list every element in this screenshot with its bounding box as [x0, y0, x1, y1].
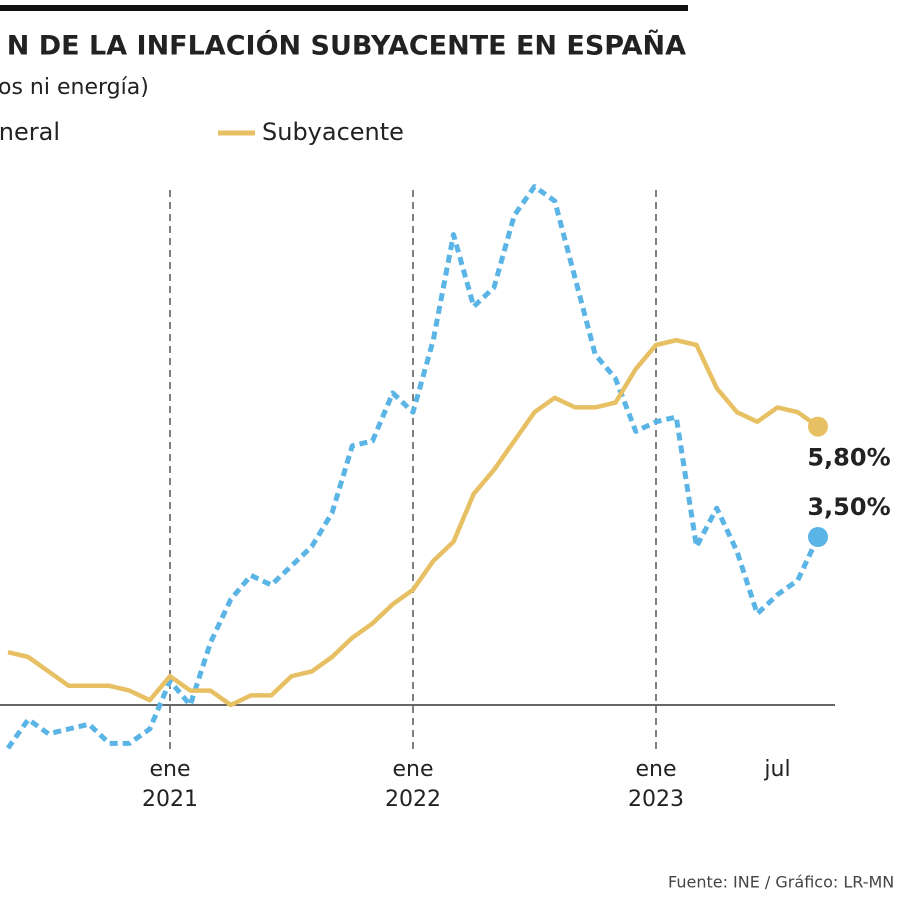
series-line	[5, 184, 821, 750]
x-tick-label: ene 2023	[628, 757, 684, 812]
x-tick-label: ene 2021	[142, 757, 198, 812]
legend-label: eneral	[0, 118, 60, 146]
legend-label: Subyacente	[262, 118, 404, 146]
chart-subtitle: os ni energía)	[0, 75, 149, 100]
data-label: 3,50%	[807, 493, 890, 521]
x-tick-label: ene 2022	[385, 757, 441, 812]
end-point	[808, 416, 828, 437]
data-label: 5,80%	[807, 444, 890, 472]
x-tick-label: jul	[763, 757, 790, 782]
series-line	[7, 337, 820, 708]
end-point	[808, 527, 828, 547]
chart-title: N DE LA INFLACIÓN SUBYACENTE EN ESPAÑA	[7, 30, 686, 62]
top-rule	[0, 5, 688, 11]
source: Fuente: INE / Gráfico: LR-MN	[668, 873, 894, 892]
